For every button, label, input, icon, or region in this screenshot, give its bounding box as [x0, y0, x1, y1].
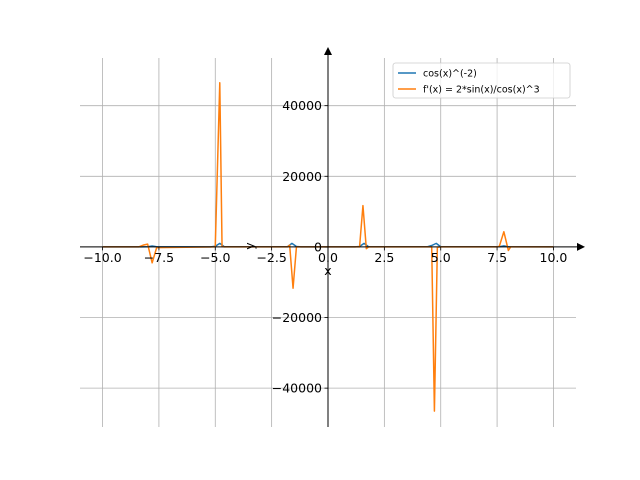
- y-tick-label: −40000: [272, 381, 322, 396]
- legend: cos(x)^(-2) f'(x) = 2*sin(x)/cos(x)^3: [392, 62, 571, 99]
- legend-box: [392, 62, 571, 99]
- legend-entry-2: f'(x) = 2*sin(x)/cos(x)^3: [423, 85, 540, 96]
- y-tick-label: 20000: [282, 169, 322, 184]
- y-tick-label: −20000: [272, 310, 322, 325]
- x-tick-label: −2.5: [256, 250, 286, 265]
- x-tick-labels: −10.0 −7.5 −5.0 −2.5 0.0 2.5 5.0 7.5 10.0: [83, 246, 568, 265]
- x-axis-label: x: [324, 263, 331, 278]
- x-axis-arrow: [577, 242, 585, 251]
- x-tick-label: −5.0: [200, 250, 230, 265]
- x-tick-label: −7.5: [144, 250, 174, 265]
- y-axis-label: y: [242, 242, 257, 250]
- x-tick-label: 0.0: [318, 250, 338, 265]
- y-axis-arrow: [324, 47, 332, 55]
- legend-entry-1: cos(x)^(-2): [423, 69, 477, 80]
- y-tick-label: 40000: [282, 98, 322, 113]
- y-tick-labels: −40000 −20000 0 20000 40000: [272, 98, 328, 396]
- axes: [80, 47, 585, 427]
- y-tick-label: 0: [314, 239, 322, 254]
- x-tick-label: −10.0: [83, 250, 121, 265]
- x-tick-label: 2.5: [374, 250, 394, 265]
- x-tick-label: 10.0: [540, 250, 568, 265]
- x-tick-label: 7.5: [487, 250, 507, 265]
- x-tick-label: 5.0: [431, 250, 451, 265]
